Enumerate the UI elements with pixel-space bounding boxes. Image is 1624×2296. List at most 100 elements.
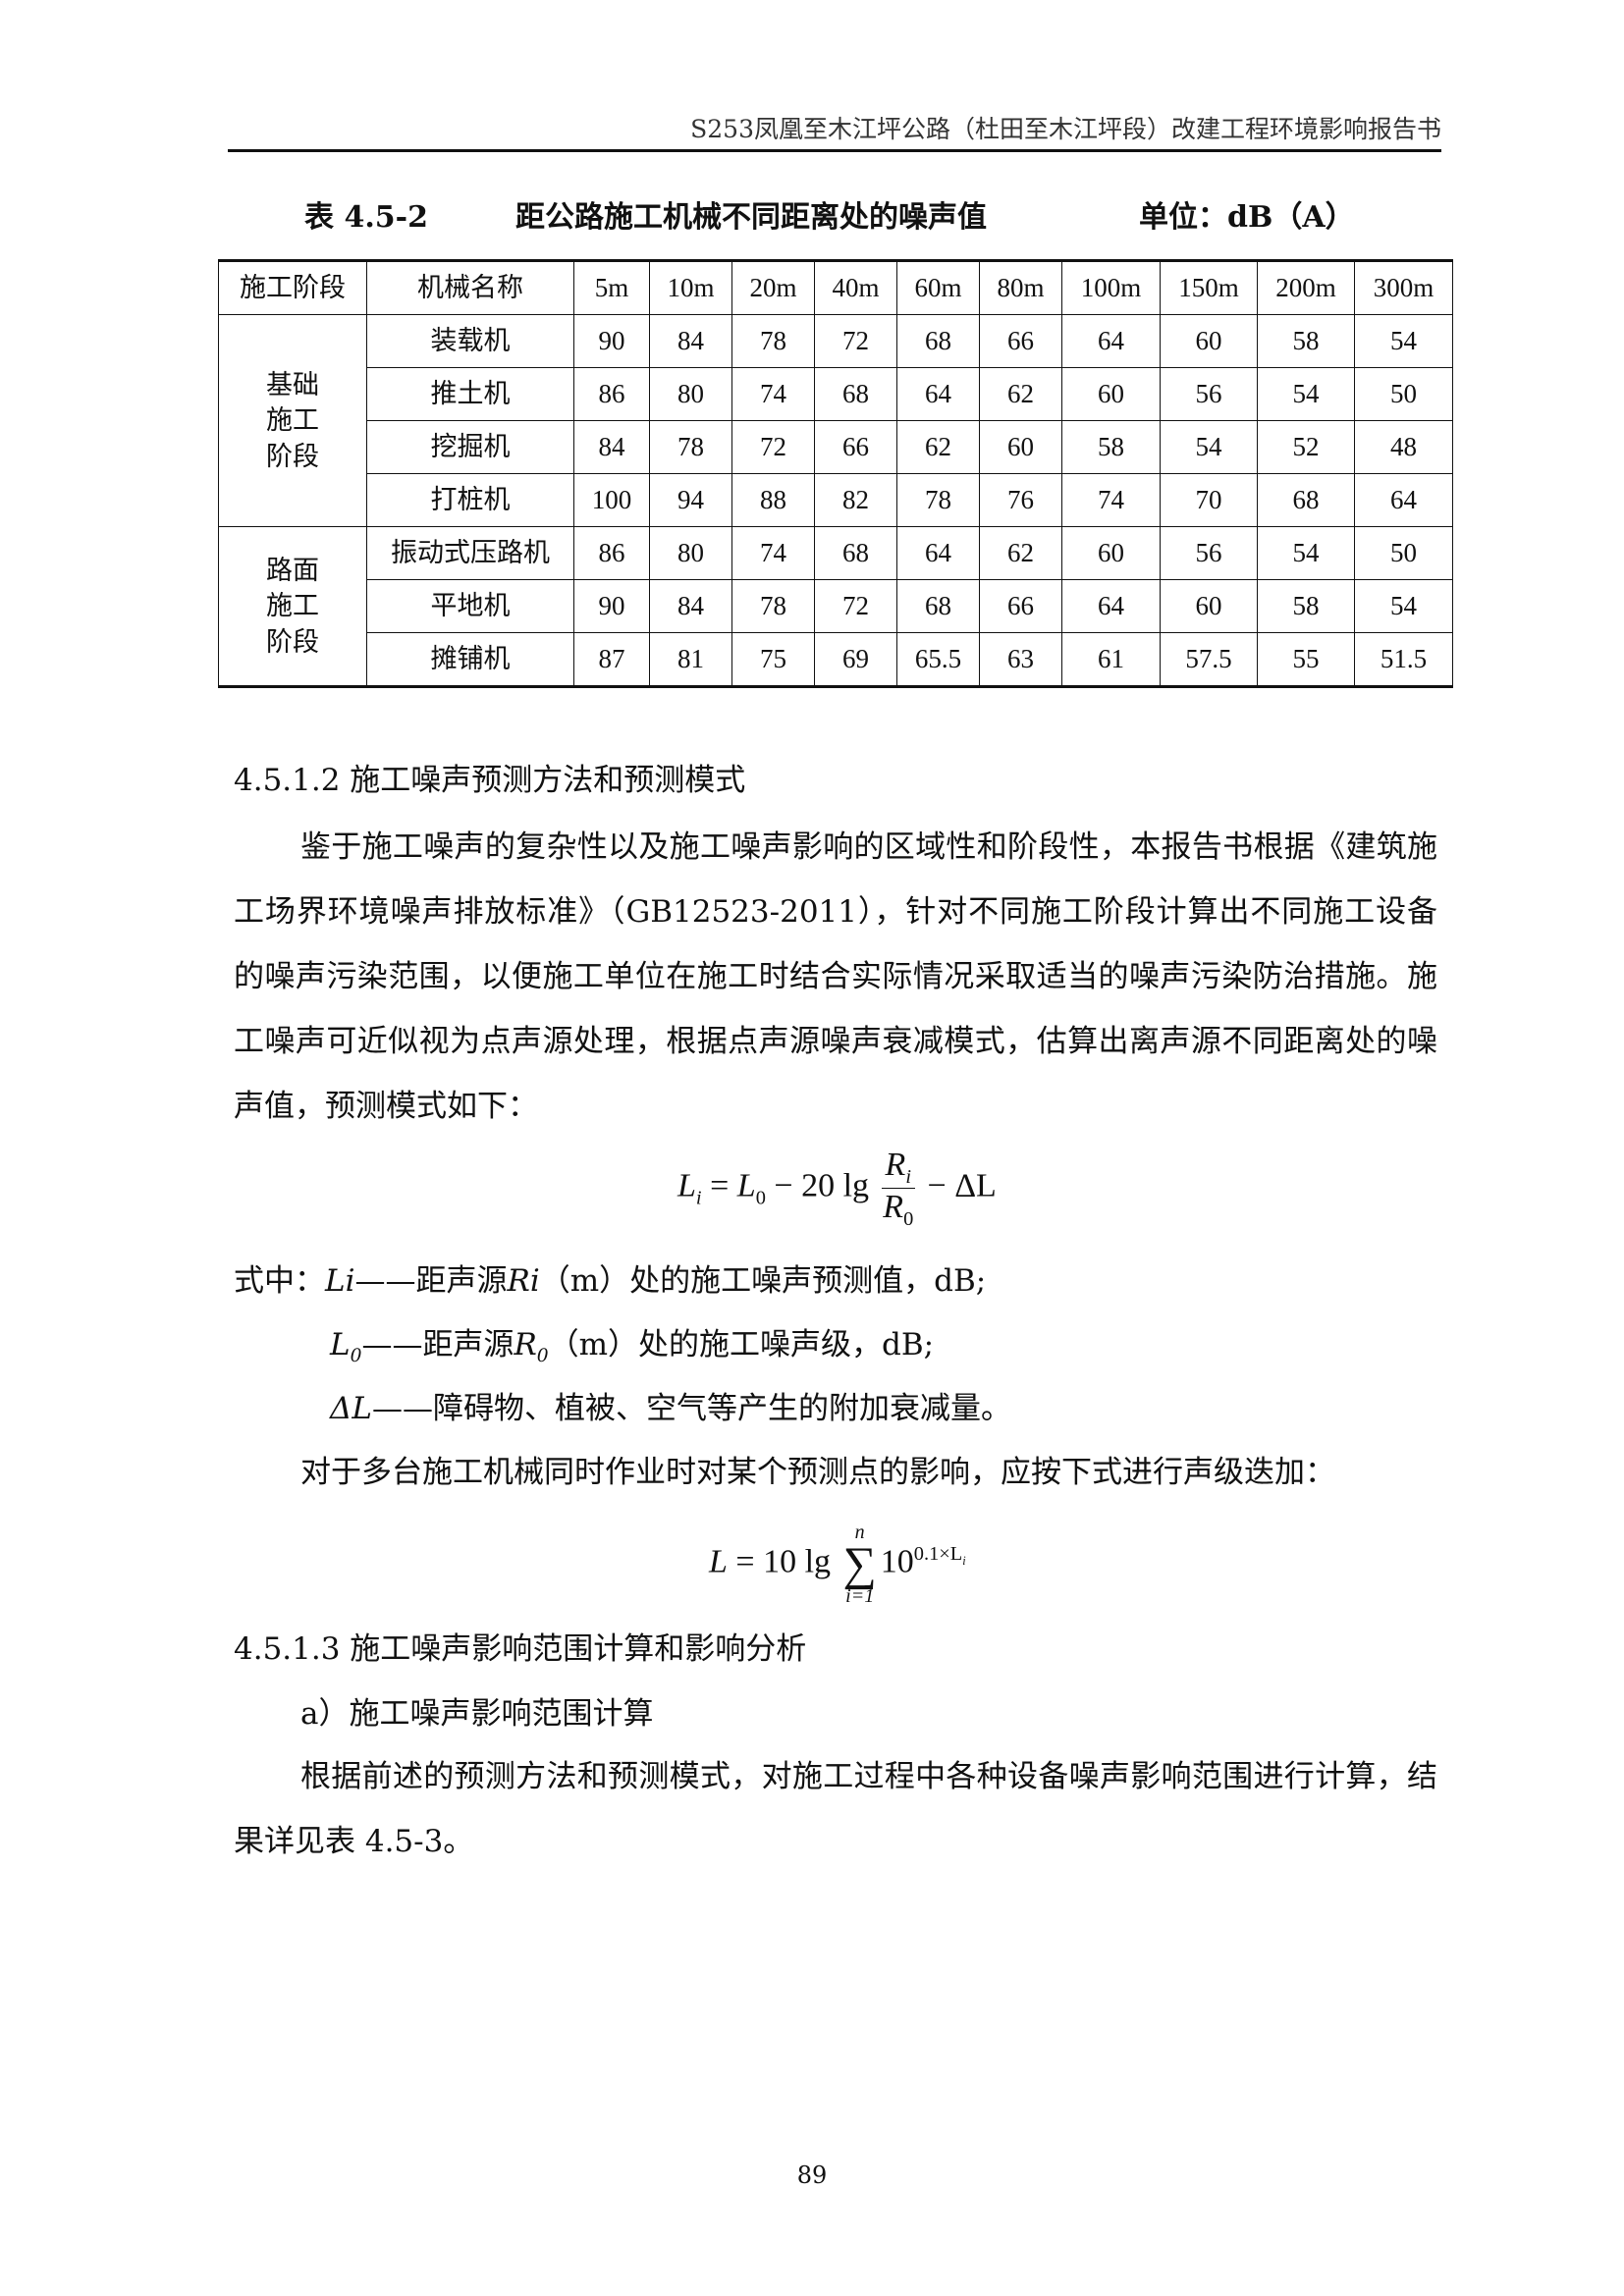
formula-attenuation: Li = L0 − 20 lg Ri R0 − ΔL xyxy=(677,1147,997,1231)
value-cell: 74 xyxy=(731,367,815,421)
stage-cell: 基础 施工 阶段 xyxy=(218,314,367,527)
value-cell: 56 xyxy=(1160,367,1258,421)
formula-superposition: L = 10 lg n ∑ i=1 100.1×Li xyxy=(709,1522,966,1608)
column-header: 80m xyxy=(979,260,1062,315)
value-cell: 62 xyxy=(896,420,980,474)
value-cell: 78 xyxy=(649,420,732,474)
value-cell: 78 xyxy=(731,579,815,633)
value-cell: 50 xyxy=(1354,526,1453,580)
value-cell: 68 xyxy=(896,579,980,633)
value-cell: 50 xyxy=(1354,367,1453,421)
value-cell: 54 xyxy=(1257,526,1355,580)
value-cell: 80 xyxy=(649,367,732,421)
value-cell: 51.5 xyxy=(1354,632,1453,687)
value-cell: 55 xyxy=(1257,632,1355,687)
machine-cell: 装载机 xyxy=(366,314,574,368)
value-cell: 52 xyxy=(1257,420,1355,474)
value-cell: 60 xyxy=(1061,367,1161,421)
table-row: 基础 施工 阶段 装载机 90 84 78 72 68 66 64 60 58 54 xyxy=(218,314,1453,527)
header-rule xyxy=(228,149,1441,152)
value-cell: 60 xyxy=(1160,579,1258,633)
column-header: 100m xyxy=(1061,260,1161,315)
value-cell: 64 xyxy=(896,526,980,580)
value-cell: 75 xyxy=(731,632,815,687)
value-cell: 76 xyxy=(979,473,1062,527)
value-cell: 68 xyxy=(814,367,897,421)
value-cell: 72 xyxy=(814,314,897,368)
definition-delta-l: ΔL——障碍物、植被、空气等产生的附加衰减量。 xyxy=(330,1391,1011,1426)
value-cell: 72 xyxy=(814,579,897,633)
column-header: 200m xyxy=(1257,260,1355,315)
value-cell: 88 xyxy=(731,473,815,527)
body-paragraph: 鉴于施工噪声的复杂性以及施工噪声影响的区域性和阶段性，本报告书根据《建筑施工场界… xyxy=(234,829,1437,1124)
value-cell: 60 xyxy=(1061,526,1161,580)
column-header: 60m xyxy=(896,260,980,315)
value-cell: 74 xyxy=(1061,473,1161,527)
value-cell: 78 xyxy=(896,473,980,527)
value-cell: 90 xyxy=(573,579,650,633)
value-cell: 63 xyxy=(979,632,1062,687)
value-cell: 87 xyxy=(573,632,650,687)
table-header-row: 施工阶段 机械名称 5m 10m 20m 40m 60m 80m 100m 150m 200m 300… xyxy=(218,260,1453,315)
value-cell: 72 xyxy=(731,420,815,474)
value-cell: 86 xyxy=(573,367,650,421)
value-cell: 86 xyxy=(573,526,650,580)
value-cell: 84 xyxy=(573,420,650,474)
value-cell: 54 xyxy=(1160,420,1258,474)
value-cell: 61 xyxy=(1061,632,1161,687)
column-header: 20m xyxy=(731,260,815,315)
value-cell: 66 xyxy=(814,420,897,474)
value-cell: 64 xyxy=(1061,314,1161,368)
table-row: 推土机 86 80 74 68 64 62 60 56 54 50 xyxy=(219,367,1453,421)
superposition-text: 对于多台施工机械同时作业时对某个预测点的影响，应按下式进行声级迭加： xyxy=(300,1455,1335,1490)
section-heading-4-5-1-2: 4.5.1.2 施工噪声预测方法和预测模式 xyxy=(234,763,746,798)
running-header: S253凤凰至木江坪公路（杜田至木江坪段）改建工程环境影响报告书 xyxy=(690,115,1441,143)
value-cell: 90 xyxy=(573,314,650,368)
value-cell: 62 xyxy=(979,526,1062,580)
value-cell: 84 xyxy=(649,579,732,633)
table-row: 打桩机 100 94 88 82 78 76 74 70 68 64 xyxy=(219,473,1453,527)
table-row: 挖掘机 84 78 72 66 62 60 58 54 52 48 xyxy=(219,420,1453,474)
definition-li: 式中：Li——距声源Ri（m）处的施工噪声预测值，dB; xyxy=(234,1263,987,1299)
value-cell: 54 xyxy=(1354,579,1453,633)
value-cell: 64 xyxy=(1354,473,1453,527)
page-number: 89 xyxy=(796,2162,828,2189)
machine-cell: 推土机 xyxy=(366,367,574,421)
value-cell: 54 xyxy=(1354,314,1453,368)
subsection-heading: a）施工噪声影响范围计算 xyxy=(300,1696,654,1732)
machine-cell: 挖掘机 xyxy=(366,420,574,474)
value-cell: 84 xyxy=(649,314,732,368)
machine-cell: 振动式压路机 xyxy=(366,526,574,580)
value-cell: 64 xyxy=(896,367,980,421)
value-cell: 80 xyxy=(649,526,732,580)
value-cell: 68 xyxy=(814,526,897,580)
column-header: 施工阶段 xyxy=(218,260,367,315)
definition-l0: L0——距声源R0（m）处的施工噪声级，dB; xyxy=(330,1327,935,1367)
table-title: 距公路施工机械不同距离处的噪声值 xyxy=(515,200,987,235)
value-cell: 58 xyxy=(1257,314,1355,368)
value-cell: 68 xyxy=(896,314,980,368)
value-cell: 66 xyxy=(979,579,1062,633)
machine-cell: 摊铺机 xyxy=(366,632,574,687)
value-cell: 62 xyxy=(979,367,1062,421)
column-header: 40m xyxy=(814,260,897,315)
noise-table: 施工阶段 机械名称 5m 10m 20m 40m 60m 80m 100m 150m 200m 300… xyxy=(218,259,1453,688)
value-cell: 68 xyxy=(1257,473,1355,527)
table-row: 摊铺机 87 81 75 69 65.5 63 61 57.5 55 51.5 xyxy=(219,632,1453,687)
value-cell: 56 xyxy=(1160,526,1258,580)
value-cell: 94 xyxy=(649,473,732,527)
value-cell: 60 xyxy=(979,420,1062,474)
value-cell: 57.5 xyxy=(1160,632,1258,687)
stage-cell: 路面 施工 阶段 xyxy=(218,526,367,687)
column-header: 5m xyxy=(573,260,650,315)
machine-cell: 平地机 xyxy=(366,579,574,633)
section-heading-4-5-1-3: 4.5.1.3 施工噪声影响范围计算和影响分析 xyxy=(234,1631,807,1667)
table-number: 表 4.5-2 xyxy=(304,200,428,235)
value-cell: 66 xyxy=(979,314,1062,368)
value-cell: 58 xyxy=(1257,579,1355,633)
column-header: 150m xyxy=(1160,260,1258,315)
value-cell: 74 xyxy=(731,526,815,580)
machine-cell: 打桩机 xyxy=(366,473,574,527)
column-header: 300m xyxy=(1354,260,1453,315)
value-cell: 70 xyxy=(1160,473,1258,527)
